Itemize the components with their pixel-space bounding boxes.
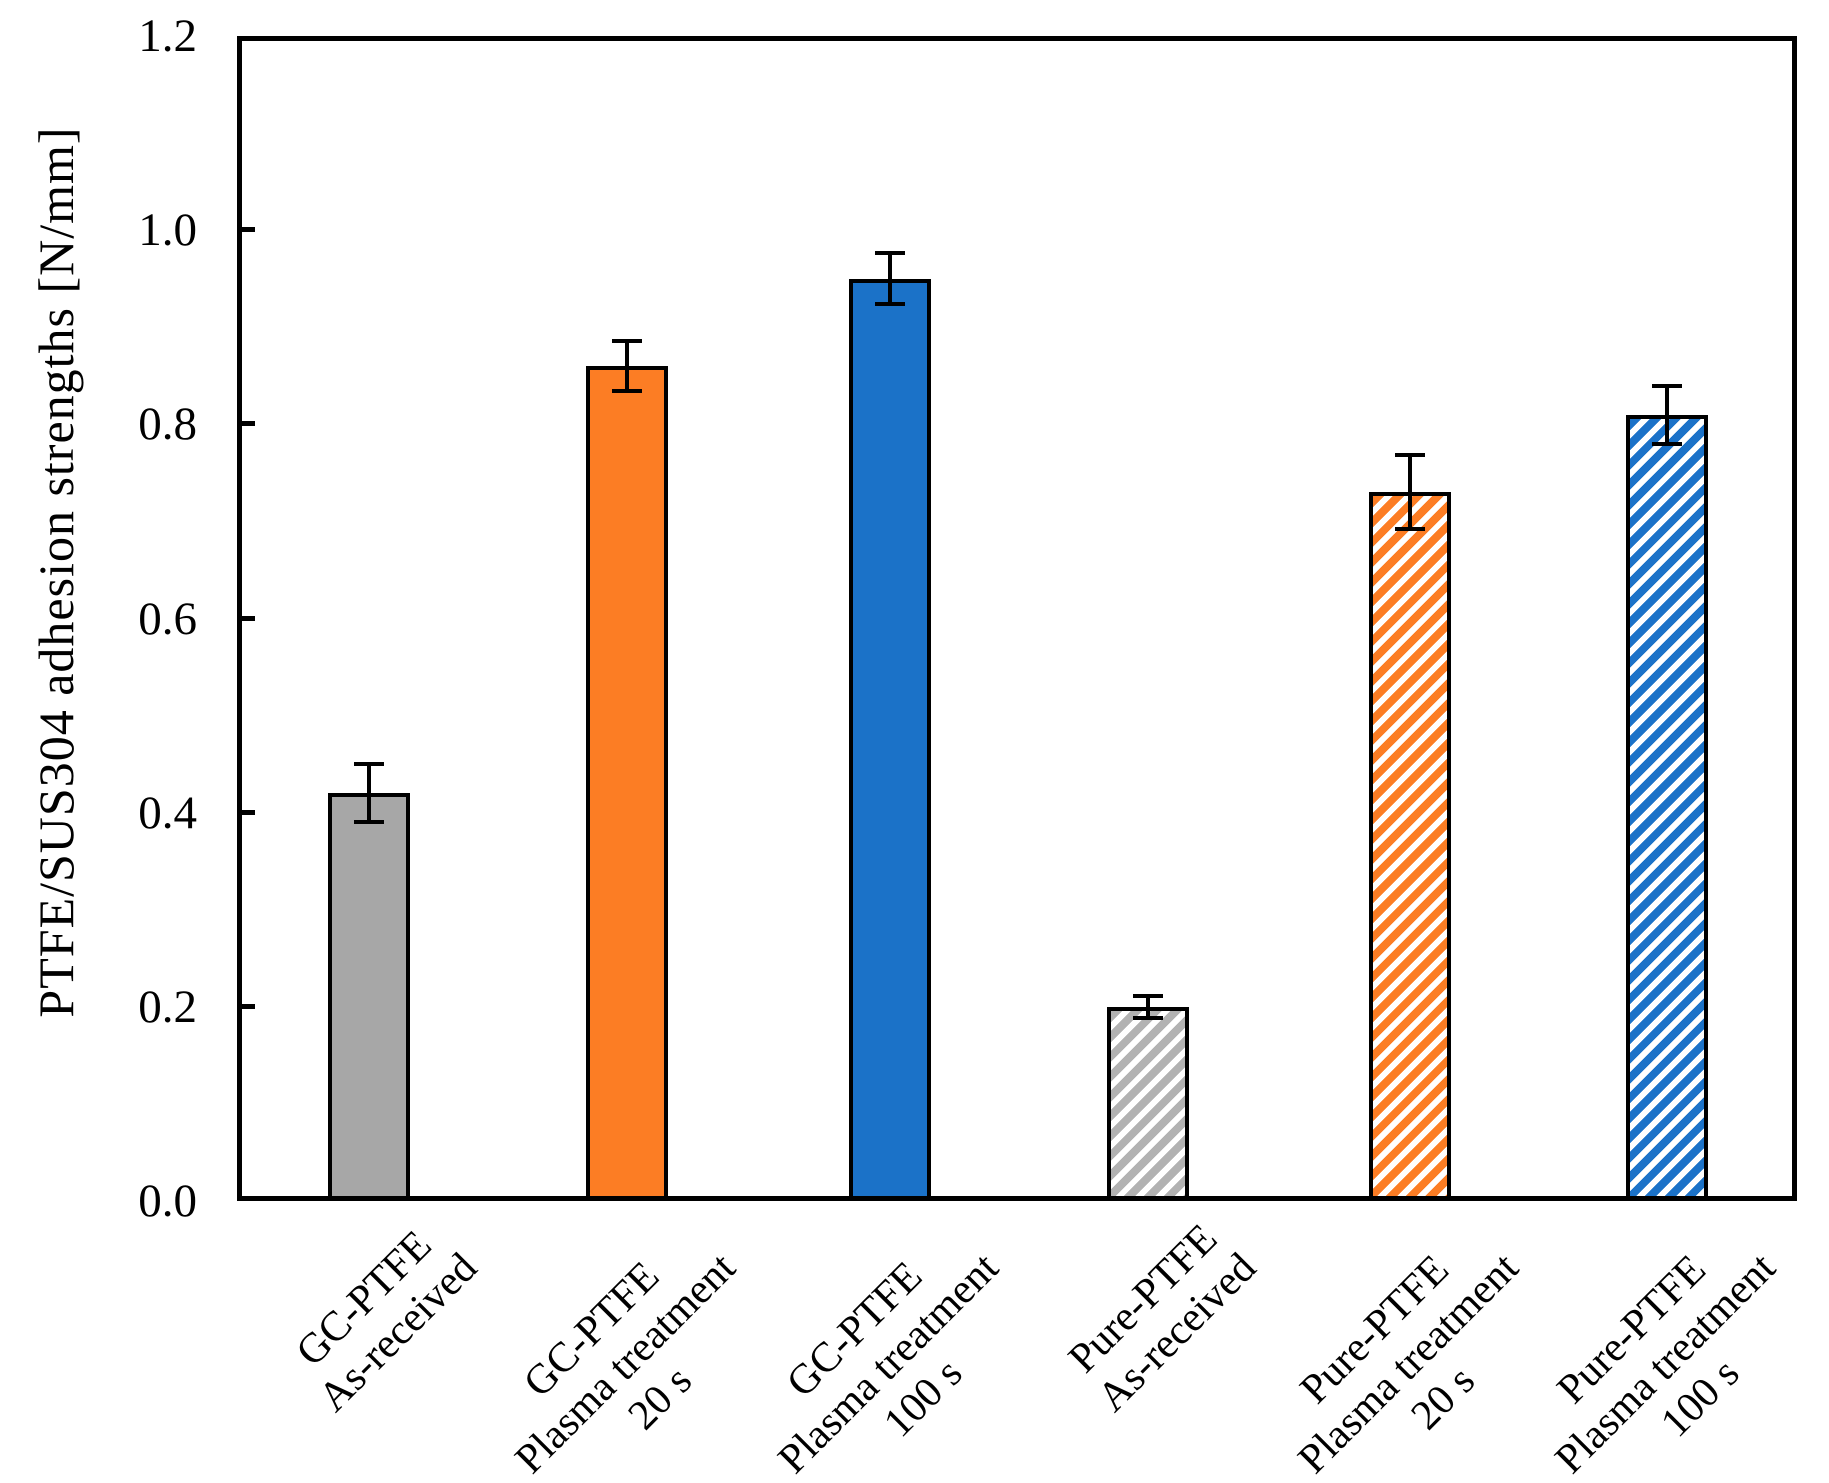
error-bar-cap xyxy=(875,251,905,256)
y-tick-mark xyxy=(239,809,255,815)
x-tick-label-1: GC-PTFE As-received xyxy=(276,1210,488,1422)
y-tick-label: 0.0 xyxy=(138,1175,197,1227)
error-bar-cap xyxy=(612,338,642,343)
error-bar-3 xyxy=(888,253,892,304)
y-tick-label: 1.0 xyxy=(138,204,197,257)
error-bar-cap xyxy=(1395,527,1425,532)
bar-1 xyxy=(328,793,410,1201)
error-bar-6 xyxy=(1665,385,1669,444)
error-bar-2 xyxy=(625,340,629,392)
y-tick-label: 0.6 xyxy=(138,592,197,645)
bar-4 xyxy=(1107,1006,1189,1201)
bar-3 xyxy=(849,278,931,1201)
error-bar-1 xyxy=(367,764,371,823)
error-bar-cap xyxy=(1133,1015,1163,1020)
error-bar-cap xyxy=(1133,994,1163,999)
y-tick-mark xyxy=(239,615,255,621)
error-bar-cap xyxy=(875,301,905,306)
y-tick-label: 0.8 xyxy=(138,398,197,451)
x-tick-label-2: GC-PTFE Plasma treatment 20 s xyxy=(472,1210,780,1483)
x-tick-label-4: Pure-PTFE As-received xyxy=(1055,1210,1267,1422)
error-bar-cap xyxy=(354,820,384,825)
y-tick-label: 0.4 xyxy=(138,786,197,839)
y-tick-label: 0.2 xyxy=(138,980,197,1033)
error-bar-cap xyxy=(1652,441,1682,446)
error-bar-cap xyxy=(612,389,642,394)
error-bar-cap xyxy=(1652,383,1682,388)
x-tick-label-3: GC-PTFE Plasma treatment 100 s xyxy=(735,1210,1043,1483)
plot-area xyxy=(237,36,1797,1201)
error-bar-5 xyxy=(1408,455,1412,530)
error-bar-cap xyxy=(354,762,384,767)
y-tick-label: 1.2 xyxy=(138,10,197,62)
y-tick-mark xyxy=(239,421,255,427)
bar-2 xyxy=(586,366,668,1201)
bar-6 xyxy=(1626,414,1708,1201)
error-bar-4 xyxy=(1146,996,1150,1018)
x-tick-label-5: Pure-PTFE Plasma treatment 20 s xyxy=(1255,1210,1563,1483)
bar-5 xyxy=(1369,492,1451,1201)
error-bar-cap xyxy=(1395,453,1425,458)
y-tick-mark xyxy=(239,1003,255,1009)
y-tick-mark xyxy=(239,227,255,233)
x-tick-label-6: Pure-PTFE Plasma treatment 100 s xyxy=(1512,1210,1820,1483)
